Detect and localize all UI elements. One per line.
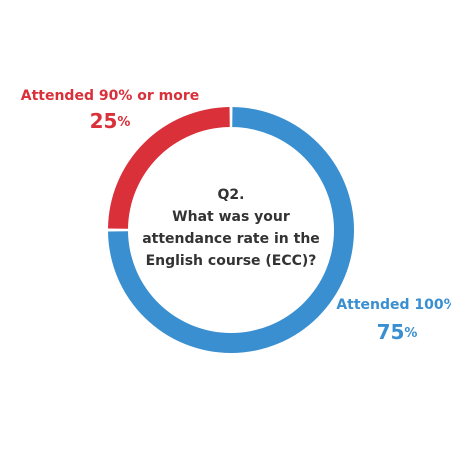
value-label: 25% (90, 109, 131, 133)
center-line: What was your (172, 209, 290, 225)
center-line: attendance rate in the (142, 231, 320, 247)
value-label: 75% (377, 320, 418, 344)
center-text: Q2. What was your attendance rate in the En… (142, 187, 320, 269)
category-label: Attended 90% or more (21, 88, 199, 104)
center-line: English course (ECC)? (146, 253, 317, 269)
category-label: Attended 100% (336, 297, 451, 313)
center-line: Q2. (218, 187, 245, 203)
donut-segment (108, 107, 230, 229)
